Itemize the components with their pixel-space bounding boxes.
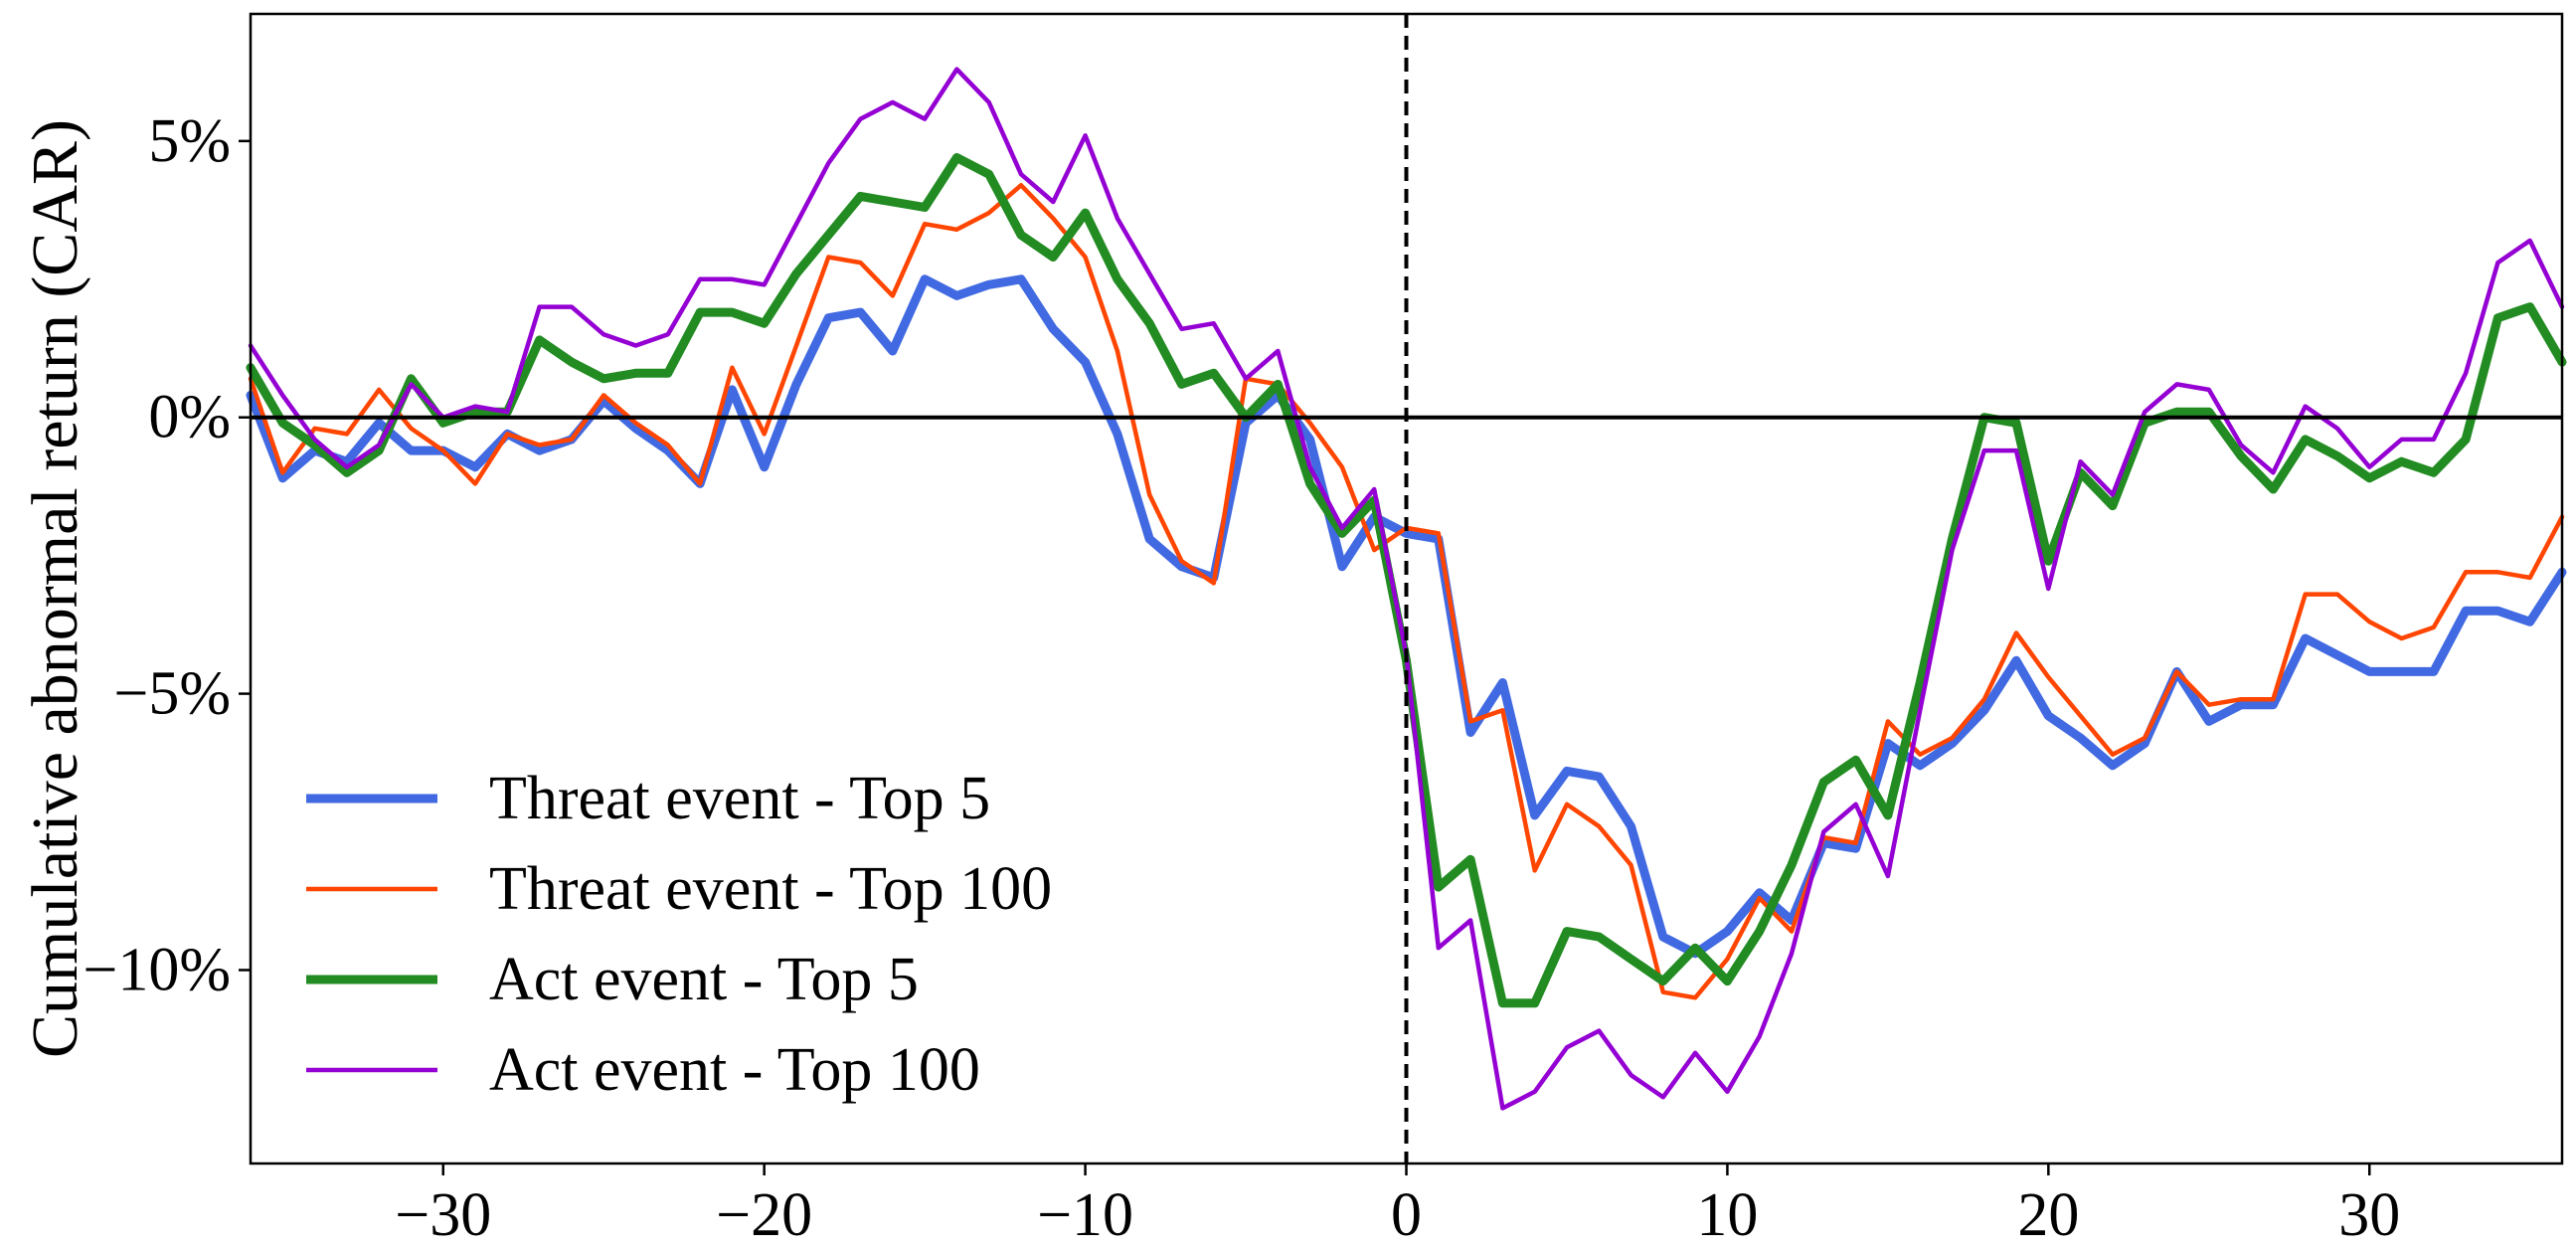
y-tick-label: −5% [113,660,231,728]
legend-label-3: Act event - Top 5 [489,946,919,1013]
x-tick-label: 20 [2017,1181,2079,1249]
legend: Threat event - Top 5 Threat event - Top 1… [306,765,1052,1104]
legend-label-4: Act event - Top 100 [489,1036,980,1104]
reference-lines [251,14,2562,1163]
y-tick-label: −10% [83,936,231,1003]
legend-label-1: Threat event - Top 5 [489,765,990,832]
x-tick-label: 0 [1391,1181,1422,1249]
x-tick-label: 30 [2338,1181,2400,1249]
legend-label-2: Threat event - Top 100 [489,855,1052,923]
y-tick-label: 0% [148,384,231,451]
y-tick-label: 5% [148,107,231,175]
x-tick-label: −10 [1037,1181,1133,1249]
x-tick-label: −20 [716,1181,812,1249]
x-tick-label: −30 [395,1181,491,1249]
x-tick-label: 10 [1696,1181,1758,1249]
y-axis: −10% −5% 0% 5% [83,107,251,1003]
y-axis-label: Cumulative abnormal return (CAR) [19,119,91,1058]
x-axis: −30 −20 −10 0 10 20 30 [395,1163,2400,1249]
